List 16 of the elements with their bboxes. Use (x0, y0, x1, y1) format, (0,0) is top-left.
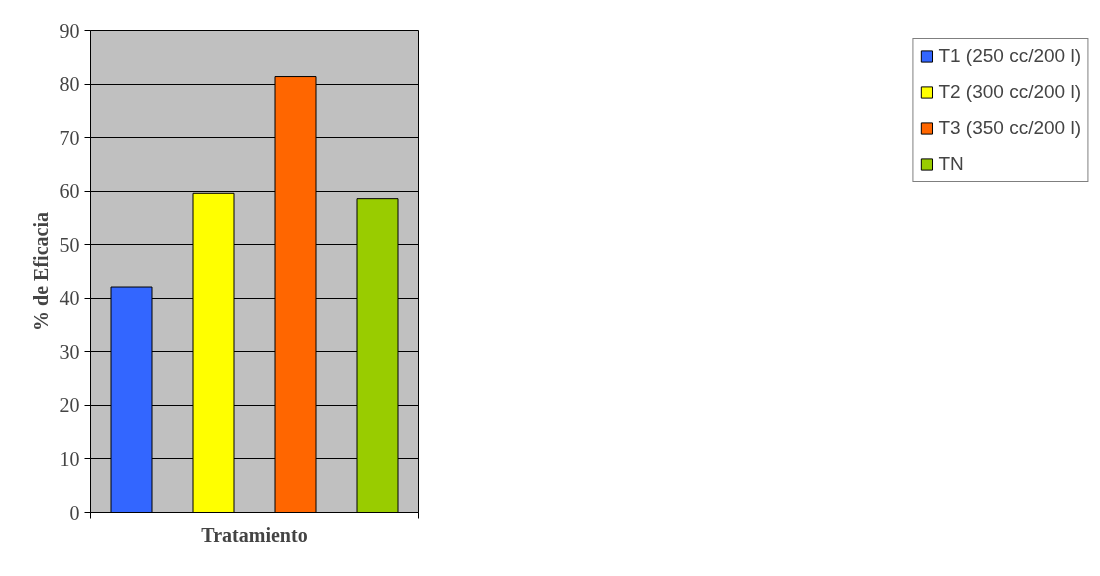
legend-label: T2 (300 cc/200 l) (938, 81, 1081, 103)
y-tick-label: 0 (69, 501, 80, 524)
y-tick-label: 80 (59, 73, 80, 96)
y-axis-title: % de Eficacia (29, 212, 52, 331)
y-tick-label: 50 (59, 233, 80, 256)
legend-label: T1 (250 cc/200 l) (938, 45, 1081, 67)
y-tick-label: 90 (59, 19, 80, 42)
y-tick-label: 40 (59, 287, 80, 310)
y-tick-label: 30 (59, 340, 80, 363)
y-tick-label: 70 (59, 126, 80, 149)
legend-label: TN (938, 153, 964, 175)
legend-label: T3 (350 cc/200 l) (938, 117, 1081, 139)
y-tick-label: 10 (59, 447, 80, 470)
x-axis-title: Tratamiento (201, 523, 308, 546)
y-tick-label: 20 (59, 394, 80, 417)
y-tick-label: 60 (59, 180, 80, 203)
